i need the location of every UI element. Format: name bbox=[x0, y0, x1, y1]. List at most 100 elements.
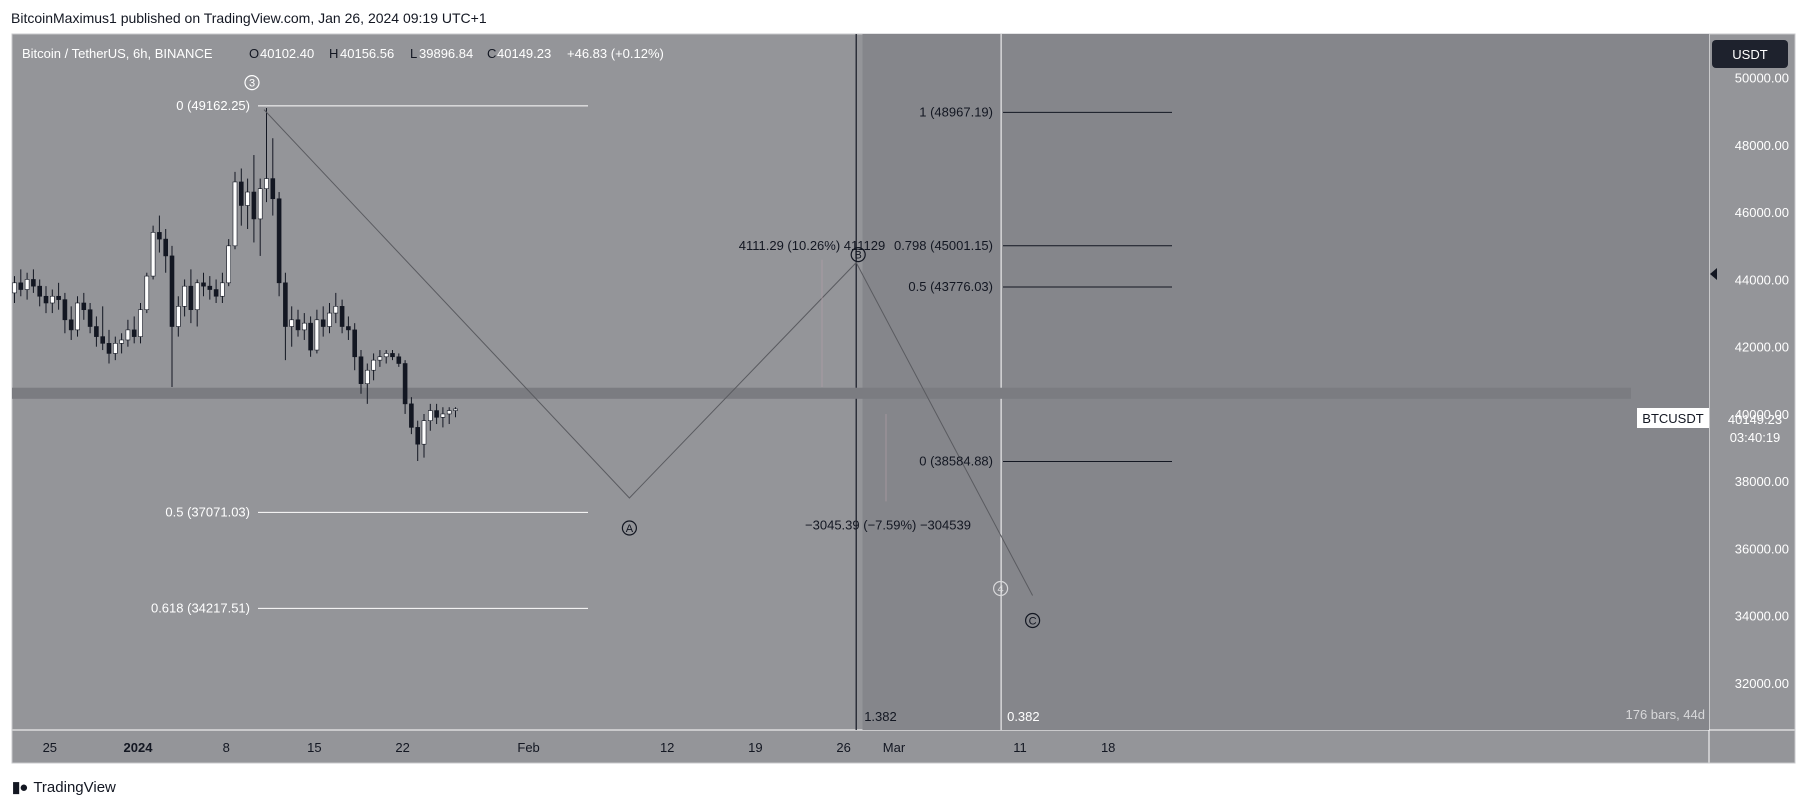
candle-body bbox=[396, 356, 402, 364]
fib-extension-label: 0.798 (45001.15) bbox=[894, 238, 993, 253]
x-tick-label: 8 bbox=[223, 740, 230, 755]
legend-high: 40156.56 bbox=[340, 46, 394, 61]
scroll-arrow-icon[interactable] bbox=[1710, 268, 1717, 280]
candle-body bbox=[434, 410, 439, 418]
candle-body bbox=[371, 359, 376, 371]
candle-body bbox=[402, 363, 408, 405]
legend-low: 39896.84 bbox=[419, 46, 473, 61]
candle-body bbox=[453, 408, 458, 411]
candle-body bbox=[150, 232, 156, 277]
last-price-label: 40149.23 bbox=[1728, 412, 1782, 427]
tradingview-logo-icon: ▮● bbox=[12, 779, 28, 796]
symbol-tag-label: BTCUSDT bbox=[1642, 411, 1703, 426]
wave-label-circle bbox=[992, 580, 1009, 597]
publisher-header: BitcoinMaximus1 published on TradingView… bbox=[11, 10, 487, 26]
fib-retracement-label: 0.618 (34217.51) bbox=[151, 600, 250, 615]
wave-label-circle bbox=[850, 247, 866, 263]
candle-body bbox=[188, 285, 194, 311]
candle-body bbox=[12, 282, 17, 294]
wave-label: A bbox=[626, 523, 634, 535]
fib-retracement-label: 0.5 (37071.03) bbox=[165, 504, 250, 519]
candle-body bbox=[245, 191, 250, 206]
fib-retracement-label: 0 (49162.25) bbox=[176, 98, 250, 113]
candle-body bbox=[182, 285, 187, 307]
currency-button[interactable]: USDT bbox=[1712, 40, 1788, 68]
candle-body bbox=[62, 299, 68, 321]
candle-body bbox=[239, 181, 244, 206]
candle-body bbox=[226, 245, 231, 284]
candle-body bbox=[113, 343, 118, 354]
x-tick-label: 25 bbox=[43, 740, 57, 755]
time-ratio-label: 1.382 bbox=[864, 709, 897, 724]
measure-up-label: 4111.29 (10.26%) 411129 bbox=[739, 238, 886, 253]
x-tick-label: 2024 bbox=[124, 740, 154, 755]
candle-body bbox=[358, 356, 364, 384]
candle-body bbox=[257, 188, 263, 220]
candle-body bbox=[415, 427, 421, 445]
candle-body bbox=[81, 302, 87, 311]
candle-body bbox=[283, 282, 288, 327]
candle-body bbox=[37, 285, 43, 297]
y-tick-label: 50000.00 bbox=[1735, 71, 1789, 86]
candle-body bbox=[301, 322, 307, 331]
candle-body bbox=[264, 178, 269, 189]
x-tick-label: 11 bbox=[1013, 740, 1027, 755]
candle-body bbox=[176, 306, 181, 327]
legend-close: 40149.23 bbox=[497, 46, 551, 61]
candle-body bbox=[377, 356, 383, 361]
fib-extension-label: 0 (38584.88) bbox=[919, 454, 993, 469]
candle-body bbox=[427, 410, 433, 421]
x-tick-label: 18 bbox=[1101, 740, 1115, 755]
wave-label: 4 bbox=[998, 584, 1004, 596]
candle-body bbox=[207, 285, 213, 290]
candle-body bbox=[276, 198, 282, 284]
y-tick-label: 32000.00 bbox=[1735, 676, 1789, 691]
candle-body bbox=[232, 181, 238, 247]
candle-body bbox=[333, 306, 339, 314]
candle-body bbox=[157, 232, 162, 240]
y-tick-label: 44000.00 bbox=[1735, 272, 1789, 287]
candle-body bbox=[138, 309, 143, 337]
fib-extension-label: 1 (48967.19) bbox=[919, 104, 993, 119]
candle-body bbox=[144, 275, 150, 311]
candle-body bbox=[131, 329, 137, 337]
wave-label: B bbox=[855, 250, 862, 262]
candle-body bbox=[106, 343, 112, 354]
bars-range-label: 176 bars, 44d bbox=[1625, 707, 1705, 722]
candle-body bbox=[295, 319, 301, 331]
candle-body bbox=[409, 403, 414, 428]
x-tick-label: Mar bbox=[883, 740, 906, 755]
candle-body bbox=[220, 282, 225, 297]
candle-body bbox=[18, 282, 24, 290]
wave-label: C bbox=[1029, 616, 1037, 628]
time-axis bbox=[12, 730, 1709, 763]
candle-body bbox=[446, 410, 452, 415]
candle-body bbox=[440, 413, 446, 418]
candle-body bbox=[346, 326, 351, 331]
x-tick-label: Feb bbox=[517, 740, 539, 755]
y-tick-label: 40000.00 bbox=[1735, 407, 1789, 422]
candle-body bbox=[201, 282, 206, 287]
footer-brand: TradingView bbox=[33, 778, 116, 796]
candle-body bbox=[270, 178, 276, 200]
wave-label-circle bbox=[621, 520, 638, 536]
support-zone bbox=[12, 387, 1631, 399]
candle-body bbox=[49, 295, 55, 304]
legend-h-label: H bbox=[329, 46, 338, 61]
candle-body bbox=[213, 289, 219, 297]
candle-body bbox=[421, 420, 427, 445]
y-tick-label: 42000.00 bbox=[1735, 340, 1789, 355]
candle-body bbox=[31, 279, 36, 287]
x-tick-label: 19 bbox=[748, 740, 762, 755]
time-ratio-label: 0.382 bbox=[1007, 709, 1040, 724]
candle-body bbox=[352, 329, 358, 358]
candle-body bbox=[100, 336, 105, 344]
candle-body bbox=[56, 295, 61, 300]
candle-body bbox=[289, 319, 295, 327]
y-tick-label: 36000.00 bbox=[1735, 541, 1789, 556]
y-tick-label: 46000.00 bbox=[1735, 205, 1789, 220]
candle-body bbox=[320, 319, 326, 327]
candle-body bbox=[68, 319, 74, 331]
candle-body bbox=[251, 191, 257, 220]
